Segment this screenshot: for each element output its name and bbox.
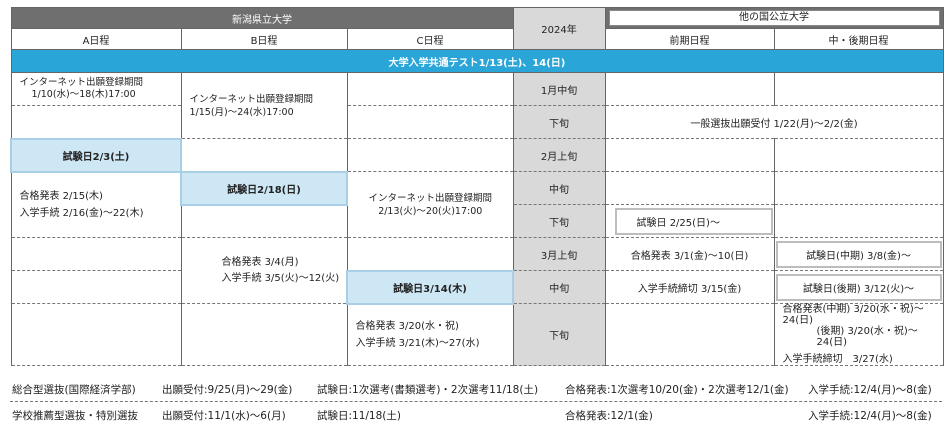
a-results: 合格発表 2/15(木) 入学手続 2/16(金)〜22(木)	[10, 171, 182, 238]
period-jan-late: 下旬	[512, 105, 606, 139]
footer-divider	[10, 401, 942, 402]
a-schedule-header: A日程	[10, 28, 182, 50]
c-exam-date: 試験日3/14(木)	[345, 269, 515, 305]
niigata-header: 新潟県立大学	[10, 7, 514, 29]
front-admission: 入学手続締切 3/15(金)	[604, 270, 775, 304]
b-registration: インターネット出願登録期間 1/15(月)〜24(水)17:00	[180, 72, 348, 139]
front-pass: 合格発表 3/1(金)〜10(日)	[604, 237, 775, 271]
a-registration: インターネット出願登録期間 1/10(水)〜18(木)17:00	[10, 72, 182, 106]
mid-late-schedule-header: 中・後期日程	[773, 28, 944, 50]
late-results: 合格発表(中期) 3/20(水・祝)〜24(日) (後期) 3/20(水・祝)〜…	[773, 303, 944, 366]
c-registration: インターネット出願登録期間 2/13(火)〜20(火)17:00	[346, 171, 514, 238]
period-mar-early: 3月上旬	[512, 237, 606, 271]
front-exam-date: 試験日 2/25(日)〜	[614, 207, 773, 235]
period-mar-mid: 中旬	[512, 270, 606, 304]
year-header: 2024年	[512, 7, 606, 50]
front-schedule-header: 前期日程	[604, 28, 775, 50]
common-test-banner: 大学入学共通テスト1/13(土)、14(日)	[10, 49, 944, 73]
a-exam-date: 試験日2/3(土)	[10, 137, 182, 173]
b-results: 合格発表 3/4(月) 入学手続 3/5(火)〜12(火)	[180, 237, 348, 304]
c-results: 合格発表 3/20(水・祝) 入学手続 3/21(木)〜27(水)	[346, 303, 514, 366]
schedule-table: 新潟県立大学 2024年 他の国公立大学 A日程 B日程 C日程 前期日程 中・…	[10, 7, 944, 366]
period-mar-late: 下旬	[512, 303, 606, 366]
late-exam-date: 試験日(後期) 3/12(火)〜	[775, 273, 942, 301]
b-schedule-header: B日程	[180, 28, 348, 50]
period-feb-early: 2月上旬	[512, 138, 606, 172]
b-exam-date: 試験日2/18(日)	[180, 170, 348, 206]
mid-exam-date: 試験日(中期) 3/8(金)〜	[775, 240, 942, 268]
general-application: 一般選抜出願受付 1/22(月)〜2/2(金)	[604, 105, 944, 139]
c-schedule-header: C日程	[346, 28, 514, 50]
period-feb-mid: 中旬	[512, 171, 606, 205]
other-univ-header: 他の国公立大学	[608, 10, 940, 26]
period-jan-mid: 1月中旬	[512, 72, 606, 106]
period-feb-late: 下旬	[512, 204, 606, 238]
